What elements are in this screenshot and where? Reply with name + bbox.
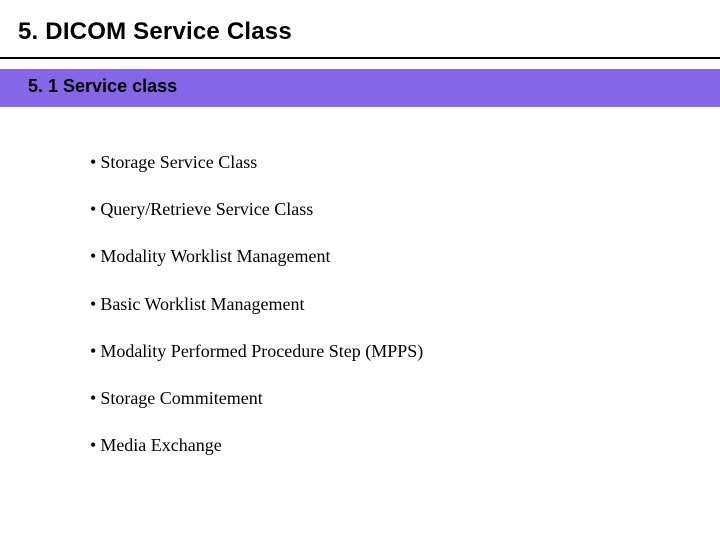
heading-rule [0,57,720,59]
list-item-label: Modality Worklist Management [100,246,330,266]
list-item: •Storage Service Class [90,150,423,175]
bullet-icon: • [90,199,96,219]
list-item: •Modality Performed Procedure Step (MPPS… [90,339,423,364]
list-item-label: Basic Worklist Management [100,294,304,314]
list-item: •Storage Commitement [90,386,423,411]
list-item-label: Modality Performed Procedure Step (MPPS) [100,341,423,361]
list-item-label: Storage Service Class [100,152,257,172]
list-item-label: Query/Retrieve Service Class [100,199,313,219]
bullet-icon: • [90,152,96,172]
list-item-label: Media Exchange [100,435,221,455]
list-item: •Media Exchange [90,433,423,458]
list-item-label: Storage Commitement [100,388,262,408]
service-class-list: •Storage Service Class •Query/Retrieve S… [90,150,423,480]
list-item: •Basic Worklist Management [90,292,423,317]
slide-heading: 5. DICOM Service Class [18,18,292,46]
bullet-icon: • [90,388,96,408]
list-item: •Modality Worklist Management [90,244,423,269]
bullet-icon: • [90,435,96,455]
slide-subheading: 5. 1 Service class [28,76,177,97]
bullet-icon: • [90,294,96,314]
list-item: •Query/Retrieve Service Class [90,197,423,222]
bullet-icon: • [90,341,96,361]
bullet-icon: • [90,246,96,266]
